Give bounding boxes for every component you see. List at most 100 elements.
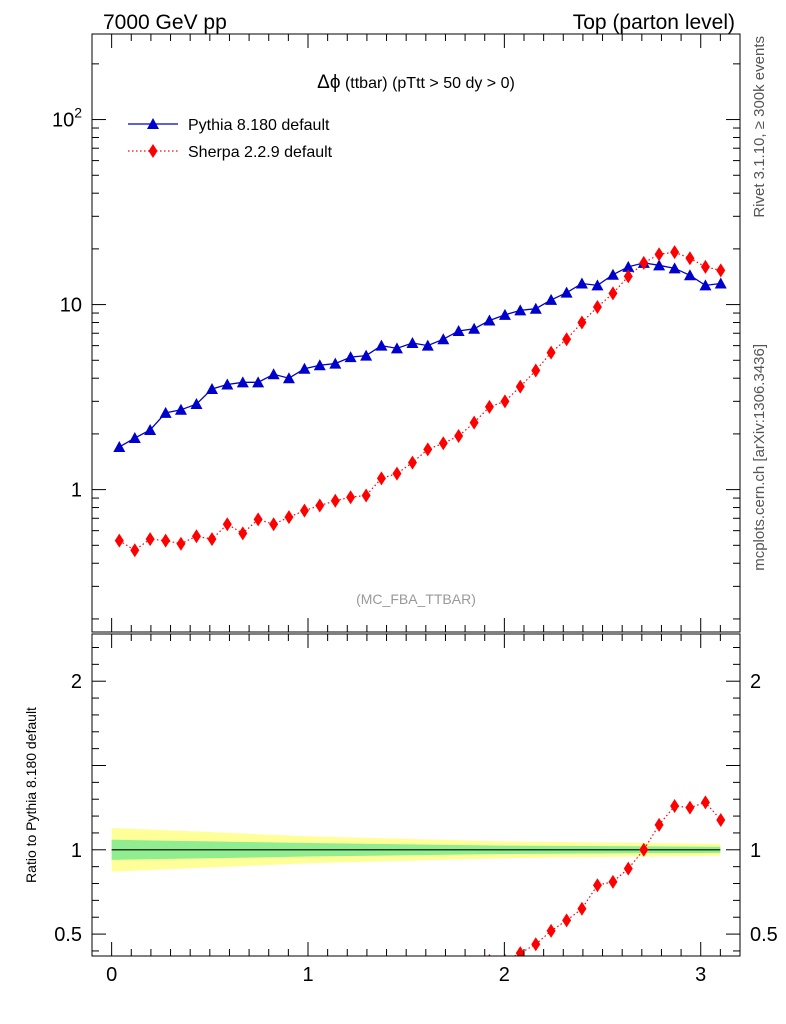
- pythia-point: [622, 260, 635, 272]
- ratio-sherpa-point: [392, 976, 401, 990]
- ratio-ytick-label-right: 2: [750, 671, 761, 693]
- ratio-sherpa-point: [546, 923, 556, 938]
- main-frame: [91, 33, 741, 633]
- ratio-ylabel: Ratio to Pythia 8.180 default: [23, 707, 39, 883]
- ratio-ytick-label-right: 1: [750, 840, 761, 862]
- sherpa-point: [592, 300, 602, 315]
- ratio-frame: [91, 633, 741, 957]
- sherpa-point: [654, 247, 664, 262]
- pythia-point: [545, 293, 558, 305]
- ratio-sherpa-point: [488, 953, 491, 956]
- sherpa-point: [423, 442, 433, 457]
- pythia-point: [591, 279, 604, 291]
- pythia-point: [128, 432, 141, 444]
- sherpa-point: [685, 251, 695, 266]
- ratio-sherpa-point: [562, 913, 572, 928]
- pythia-point: [514, 304, 527, 316]
- sherpa-point: [238, 526, 248, 541]
- sherpa-point: [716, 263, 726, 278]
- legend-label-pythia: Pythia 8.180 default: [188, 117, 330, 134]
- xtick-label: 1: [302, 964, 313, 986]
- ratio-ytick-label-right: 0.5: [750, 924, 778, 946]
- pythia-point: [329, 357, 342, 369]
- sherpa-point: [392, 466, 402, 481]
- ratio-sherpa-point: [284, 981, 293, 995]
- sherpa-point: [438, 436, 448, 451]
- header-left: 7000 GeV pp: [103, 11, 227, 34]
- pythia-point: [437, 333, 450, 345]
- ratio-ytick-label: 1: [71, 840, 82, 862]
- ratio-sherpa-point: [238, 986, 247, 1000]
- sherpa-point: [639, 255, 649, 270]
- ratio-sherpa-point: [192, 979, 201, 993]
- sherpa-point: [176, 536, 186, 551]
- pythia-point: [529, 302, 542, 314]
- ratio-sherpa-point: [207, 985, 216, 999]
- ratio-sherpa-point: [269, 985, 278, 999]
- rivet-label: Rivet 3.1.10, ≥ 300k events: [751, 36, 768, 218]
- sherpa-point: [191, 529, 201, 544]
- ratio-sherpa-point: [716, 812, 726, 827]
- legend: Pythia 8.180 default Sherpa 2.2.9 defaul…: [128, 117, 333, 161]
- pythia-point: [205, 382, 218, 394]
- pythia-point: [406, 336, 419, 348]
- sherpa-point: [114, 533, 124, 548]
- legend-marker-sherpa: [148, 144, 158, 158]
- plot-title: Δϕ (ttbar) (pTtt > 50 dy > 0): [317, 72, 515, 93]
- pythia-point: [344, 351, 357, 363]
- sherpa-point: [500, 394, 510, 409]
- pythia-point: [606, 268, 619, 280]
- sherpa-point: [361, 488, 371, 503]
- sherpa-point: [469, 415, 479, 430]
- ratio-sherpa-point: [439, 965, 448, 979]
- sherpa-point: [515, 379, 525, 394]
- xtick-label: 3: [695, 964, 706, 986]
- sherpa-point: [207, 532, 217, 547]
- pythia-point: [468, 322, 481, 334]
- pythia-point: [575, 277, 588, 289]
- pythia-point: [144, 423, 157, 435]
- ratio-sherpa-point: [592, 878, 602, 893]
- sherpa-line: [118, 251, 721, 552]
- ratio-sherpa-line: [513, 801, 722, 956]
- pythia-point: [159, 406, 172, 418]
- ratio-plot: 0.5 0.5 1 1 2 2: [54, 633, 778, 1000]
- sherpa-point: [130, 543, 140, 558]
- sherpa-point: [376, 471, 386, 486]
- pythia-point: [174, 403, 187, 415]
- pythia-point: [113, 440, 126, 452]
- ratio-sherpa-point: [346, 982, 355, 996]
- sherpa-point: [145, 532, 155, 547]
- ratio-sherpa-point: [608, 874, 618, 889]
- sherpa-point: [222, 517, 232, 532]
- pythia-point: [267, 368, 280, 380]
- main-ytick-label: 1: [71, 480, 82, 502]
- sherpa-point: [161, 533, 171, 548]
- pythia-point: [699, 279, 712, 291]
- ratio-sherpa-point: [515, 946, 525, 956]
- pythia-point: [668, 262, 681, 274]
- sherpa-point: [608, 286, 618, 301]
- ratio-sherpa-point: [130, 970, 139, 984]
- ratio-sherpa-point: [315, 982, 324, 996]
- pythia-point: [483, 314, 496, 326]
- sherpa-point: [484, 399, 494, 414]
- plot-title-text: (ttbar) (pTtt > 50 dy > 0): [341, 75, 515, 92]
- pythia-point: [221, 378, 234, 390]
- ratio-sherpa-point: [670, 798, 680, 813]
- pythia-point: [252, 376, 265, 388]
- main-ytick-label: 10: [60, 295, 82, 317]
- sherpa-point: [330, 493, 340, 508]
- pythia-point: [236, 376, 249, 388]
- sherpa-point: [700, 259, 710, 274]
- ratio-sherpa-point: [408, 973, 417, 987]
- watermark: (MC_FBA_TTBAR): [356, 591, 476, 607]
- plot-title-symbol: Δϕ: [317, 72, 340, 93]
- ratio-sherpa-point: [700, 795, 710, 810]
- legend-marker-pythia: [147, 118, 159, 129]
- sherpa-point: [531, 363, 541, 378]
- main-plot: 1 10 102 Δϕ (ttbar) (pTtt > 50 dy > 0) (MC…: [52, 33, 741, 633]
- ratio-sherpa-point: [176, 980, 185, 994]
- ratio-sherpa-point: [362, 982, 371, 996]
- pythia-point: [498, 308, 511, 320]
